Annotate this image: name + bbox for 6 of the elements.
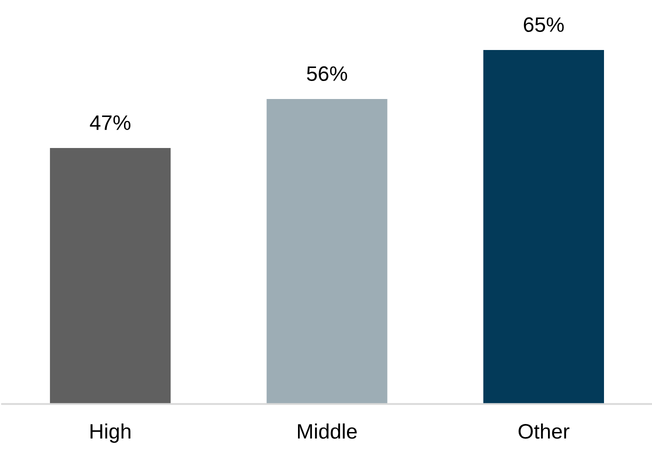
data-label: 65% xyxy=(524,17,564,32)
data-label: 47% xyxy=(90,115,130,130)
data-label: 56% xyxy=(306,66,348,82)
x-tick-label: Middle xyxy=(298,423,357,439)
x-tick-label: High xyxy=(90,423,130,443)
x-tick-label: Other xyxy=(518,423,570,439)
